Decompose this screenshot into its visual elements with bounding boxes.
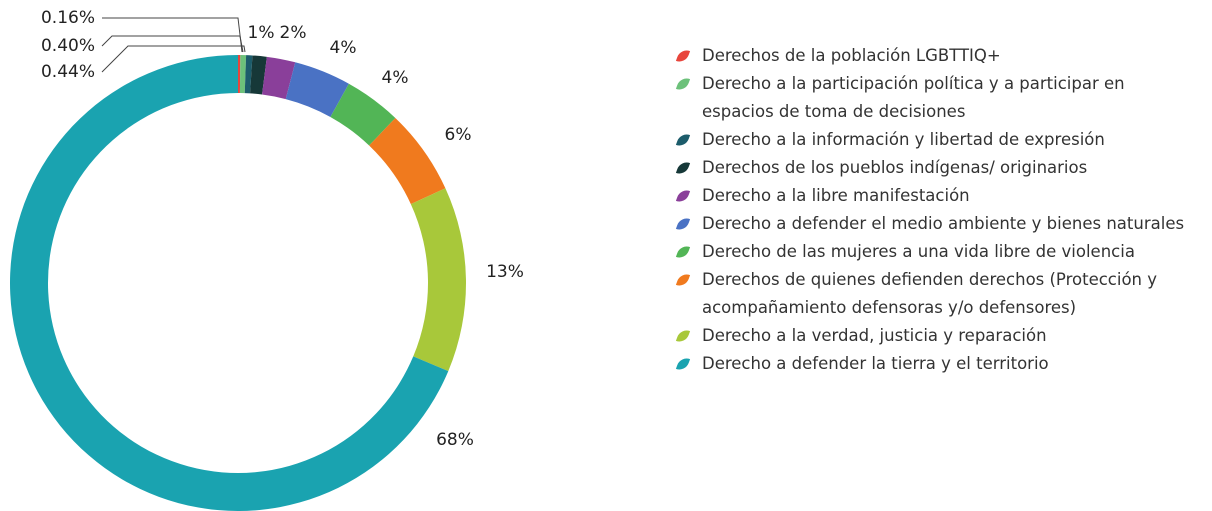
data-label: 0.16%	[41, 8, 95, 28]
data-label: 2%	[280, 23, 307, 43]
legend-item: Derecho a la participación política y a …	[675, 70, 1198, 126]
donut-segment	[244, 55, 253, 94]
legend-icon	[675, 131, 691, 149]
legend-icon	[675, 215, 691, 233]
legend-label: Derechos de los pueblos indígenas/ origi…	[702, 158, 1088, 177]
legend-icon	[675, 243, 691, 261]
data-label: 6%	[445, 125, 472, 145]
legend-item: Derechos de los pueblos indígenas/ origi…	[675, 154, 1198, 182]
donut-segment	[238, 55, 241, 94]
donut-segment	[239, 55, 247, 94]
legend-label: Derecho a la verdad, justicia y reparaci…	[702, 326, 1047, 345]
legend: Derechos de la población LGBTTIQ+ Derecho…	[675, 42, 1198, 378]
legend-label: Derecho a defender el medio ambiente y b…	[702, 214, 1185, 233]
legend-item: Derecho a la información y libertad de e…	[675, 126, 1198, 154]
legend-item: Derechos de quienes defienden derechos (…	[675, 266, 1198, 322]
legend-label: Derecho de las mujeres a una vida libre …	[702, 242, 1135, 261]
legend-item: Derecho de las mujeres a una vida libre …	[675, 238, 1198, 266]
donut-segment	[285, 62, 349, 117]
data-label: 4%	[330, 38, 357, 58]
legend-label: Derechos de quienes defienden derechos (…	[702, 270, 1158, 317]
legend-item: Derecho a defender el medio ambiente y b…	[675, 210, 1198, 238]
legend-icon	[675, 47, 691, 65]
donut-segment	[250, 55, 267, 95]
data-label: 0.40%	[41, 36, 95, 56]
data-label: 1%	[248, 23, 275, 43]
data-label: 13%	[486, 262, 524, 282]
data-label: 4%	[382, 68, 409, 88]
legend-item: Derecho a la libre manifestación	[675, 182, 1198, 210]
legend-icon	[675, 327, 691, 345]
data-label: 0.44%	[41, 62, 95, 82]
leader-line	[102, 17, 243, 53]
leader-line	[101, 35, 244, 53]
donut-segment	[369, 117, 446, 205]
data-label: 68%	[436, 430, 474, 450]
legend-label: Derechos de la población LGBTTIQ+	[702, 46, 1001, 65]
donut-segment	[330, 83, 396, 146]
donut-segment	[262, 56, 296, 100]
legend-label: Derecho a la participación política y a …	[702, 74, 1125, 121]
legend-label: Derecho a la información y libertad de e…	[702, 130, 1105, 149]
legend-label: Derecho a la libre manifestación	[702, 186, 970, 205]
leader-line	[101, 45, 246, 73]
legend-item: Derechos de la población LGBTTIQ+	[675, 42, 1198, 70]
legend-icon	[675, 271, 691, 289]
donut-segment	[410, 188, 466, 372]
legend-icon	[675, 75, 691, 93]
legend-icon	[675, 187, 691, 205]
legend-label: Derecho a defender la tierra y el territ…	[702, 354, 1049, 373]
legend-icon	[675, 159, 691, 177]
legend-icon	[675, 355, 691, 373]
legend-item: Derecho a defender la tierra y el territ…	[675, 350, 1198, 378]
legend-item: Derecho a la verdad, justicia y reparaci…	[675, 322, 1198, 350]
